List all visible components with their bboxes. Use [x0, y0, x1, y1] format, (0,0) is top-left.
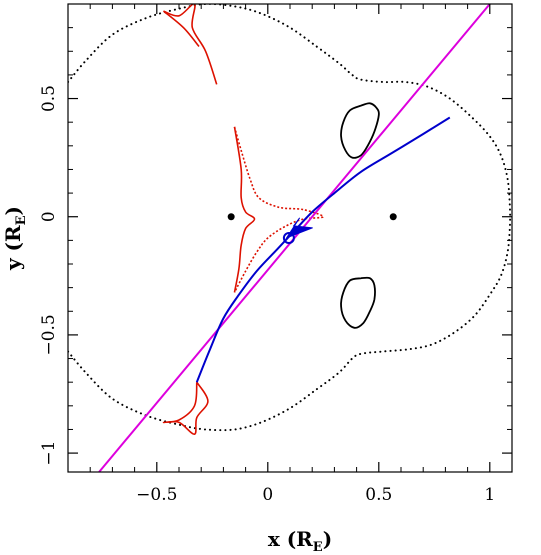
- lens-point-1: [227, 213, 235, 221]
- caustic-top-edge: [162, 10, 200, 48]
- caustic-central: [233, 126, 325, 293]
- y-axis-label: y (RE): [1, 206, 29, 271]
- x-tick-label: 0: [262, 485, 273, 505]
- y-tick-label: −0.5: [39, 314, 59, 355]
- x-axis-label: x (RE): [268, 527, 332, 555]
- outer-critical-curve: [68, 4, 512, 432]
- y-tick-label: 0.5: [39, 85, 59, 112]
- x-tick-label: 0.5: [365, 485, 392, 505]
- caustic-bottom: [162, 381, 209, 435]
- trajectory-arrow-head: [285, 217, 313, 239]
- plot-frame: [67, 3, 513, 473]
- caustic-top: [163, 4, 218, 85]
- y-tick-label: 0: [39, 211, 59, 222]
- caustic-central-left: [233, 126, 256, 293]
- inner-critical-curve-upper: [340, 102, 380, 159]
- tick-layer: −0.5 0 0.5 1 −1 −0.5 0 0.5: [39, 3, 513, 505]
- x-tick-label: −0.5: [136, 485, 177, 505]
- y-tick-label: −1: [39, 441, 59, 466]
- x-tick-label: 1: [484, 485, 495, 505]
- trajectory-curve: [195, 116, 451, 383]
- source-position-marker: [282, 232, 295, 244]
- lens-point-2: [389, 213, 397, 221]
- series-layer: [68, 4, 512, 472]
- inner-critical-curve-lower: [340, 276, 376, 329]
